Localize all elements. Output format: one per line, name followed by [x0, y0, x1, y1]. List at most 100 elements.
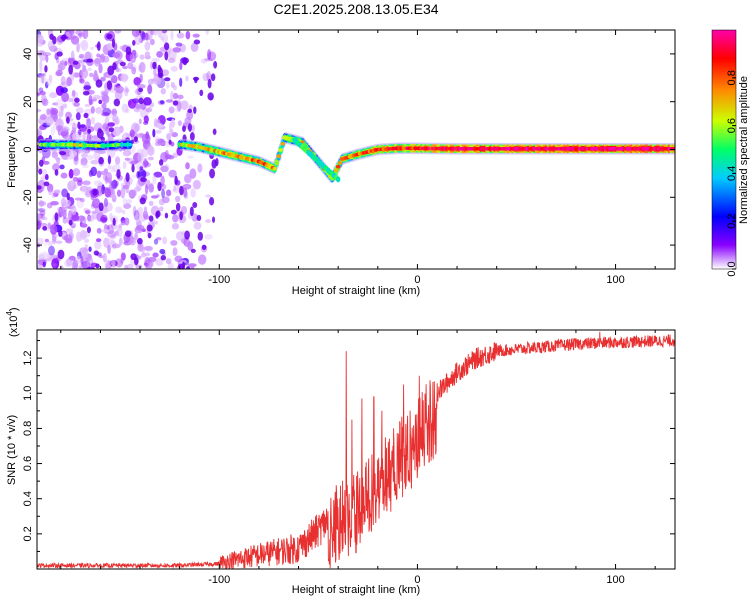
- noise-blob: [172, 214, 179, 223]
- noise-blob: [72, 60, 79, 65]
- noise-blob: [56, 51, 63, 57]
- y-tick-label: 40: [22, 48, 34, 60]
- noise-blob: [164, 51, 169, 61]
- noise-blob: [155, 210, 161, 218]
- trace-core: [274, 160, 279, 165]
- noise-blob: [96, 170, 102, 179]
- noise-blob: [134, 232, 138, 241]
- noise-blob: [44, 81, 49, 89]
- noise-blob: [48, 245, 56, 256]
- noise-blob: [103, 168, 109, 174]
- noise-blob: [100, 186, 104, 196]
- noise-blob: [101, 102, 107, 110]
- noise-blob: [122, 197, 127, 205]
- x-tick-label: 100: [606, 574, 624, 586]
- noise-blob: [122, 161, 127, 170]
- noise-blob: [212, 216, 216, 223]
- noise-blob: [142, 210, 148, 219]
- noise-blob: [182, 57, 188, 66]
- noise-blob: [181, 261, 186, 269]
- noise-blob: [93, 250, 99, 256]
- noise-blob: [204, 219, 212, 223]
- noise-blob: [182, 183, 192, 190]
- trace-core: [278, 148, 283, 152]
- noise-blob: [103, 130, 107, 135]
- noise-blob: [196, 214, 202, 221]
- y-tick-label: 0.2: [22, 526, 34, 541]
- noise-blob: [207, 49, 212, 60]
- noise-blob: [107, 164, 112, 170]
- noise-blob: [96, 129, 104, 139]
- noise-blob: [164, 149, 169, 161]
- trace-core: [272, 166, 277, 171]
- noise-blob: [131, 174, 138, 179]
- noise-blob: [93, 180, 102, 186]
- colorbar-gradient: [711, 29, 737, 270]
- noise-blob: [37, 208, 46, 213]
- noise-blob: [184, 173, 192, 184]
- noise-blob: [60, 105, 64, 112]
- noise-blob: [70, 204, 77, 216]
- noise-blob: [164, 163, 170, 173]
- noise-blob: [94, 240, 102, 250]
- noise-blob: [80, 162, 88, 166]
- noise-blob: [54, 189, 61, 194]
- noise-blob: [70, 35, 80, 45]
- noise-blob: [44, 174, 49, 181]
- noise-blob: [37, 50, 45, 56]
- trace-core: [127, 142, 133, 147]
- noise-blob: [80, 152, 88, 158]
- noise-blob: [144, 41, 151, 51]
- noise-blob: [62, 34, 67, 39]
- noise-blob: [159, 248, 166, 255]
- noise-blob: [161, 33, 169, 43]
- noise-blob: [44, 65, 48, 73]
- noise-blob: [41, 98, 49, 107]
- noise-blob: [152, 61, 157, 70]
- noise-blob: [207, 92, 214, 101]
- y-tick-label: 0.8: [22, 421, 34, 436]
- noise-blob: [164, 212, 169, 219]
- noise-blob: [76, 255, 81, 265]
- colorbar-tick-label: 0.0: [726, 261, 738, 276]
- noise-blob: [139, 197, 146, 205]
- noise-blob: [193, 221, 202, 230]
- noise-blob: [151, 58, 161, 62]
- noise-blob: [42, 226, 48, 231]
- noise-blob: [135, 218, 141, 226]
- noise-blob: [38, 168, 43, 175]
- trace-core: [335, 164, 341, 169]
- snr-panel: -100 0 100 0.2 0.4 0.6 0.8 1.0 1.2 Height of st…: [5, 307, 676, 596]
- noise-blob: [38, 50, 47, 62]
- x-tick-label: 100: [606, 274, 624, 286]
- noise-blob: [143, 246, 153, 251]
- snr-frame: [36, 329, 676, 570]
- colorbar-label: Normalized spectral amplitude: [738, 76, 750, 224]
- noise-blob: [107, 133, 111, 138]
- colorbar-tick-label: 0.4: [726, 166, 738, 181]
- trace-core: [337, 161, 343, 165]
- noise-blob: [61, 92, 70, 103]
- noise-blob: [121, 103, 129, 113]
- noise-blob: [158, 206, 164, 212]
- noise-blob: [158, 159, 164, 166]
- noise-blob: [107, 122, 115, 127]
- noise-blob: [37, 237, 44, 246]
- noise-blob: [141, 252, 147, 258]
- noise-blob: [144, 51, 151, 58]
- noise-blob: [170, 30, 174, 41]
- noise-blob: [153, 66, 157, 77]
- spectrogram-panel: -100 0 100 -40 -20 0 20 40 Height of straight …: [6, 29, 750, 297]
- noise-blob: [185, 75, 189, 82]
- noise-blob: [122, 210, 126, 215]
- noise-blob: [156, 123, 164, 129]
- noise-blob: [135, 264, 143, 269]
- noise-blob: [98, 156, 104, 165]
- noise-blob: [189, 168, 197, 179]
- noise-blob: [127, 98, 137, 109]
- noise-blob: [80, 56, 85, 68]
- noise-blob: [98, 63, 103, 74]
- noise-blob: [112, 264, 116, 269]
- noise-blob: [152, 128, 156, 138]
- noise-blob: [157, 72, 164, 78]
